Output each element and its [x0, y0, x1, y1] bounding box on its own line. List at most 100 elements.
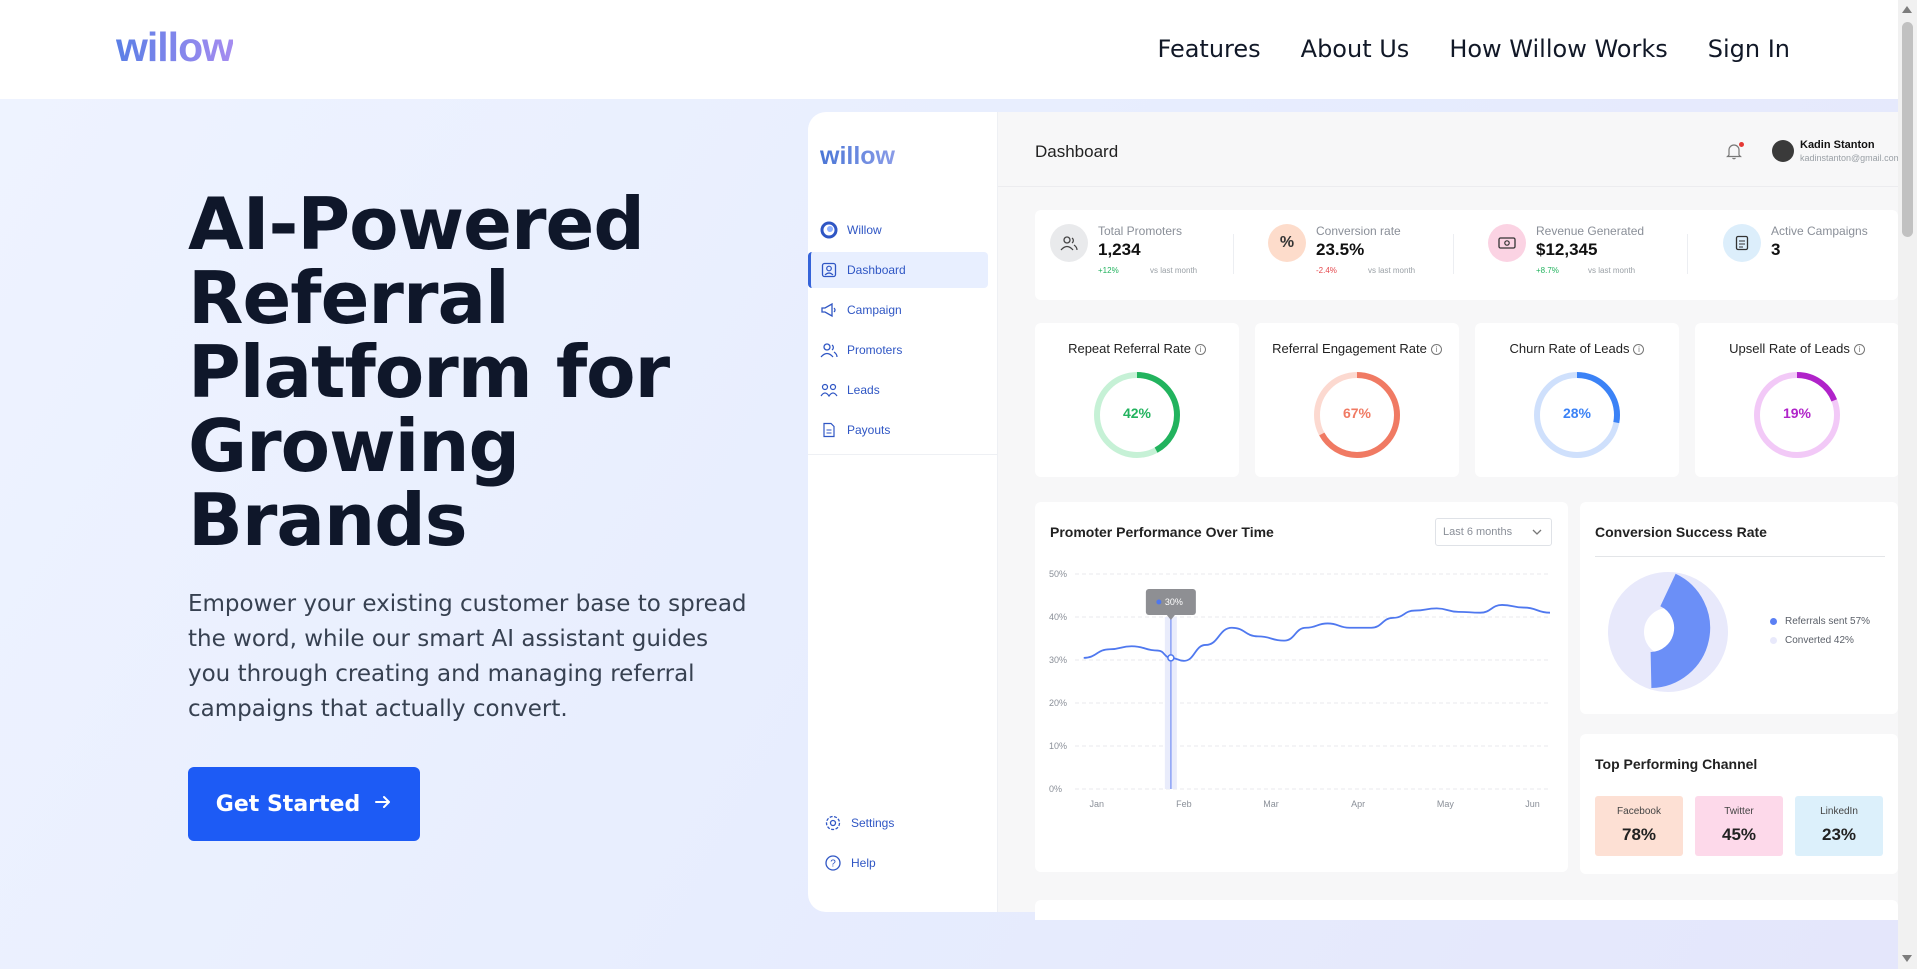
- stat-label: Active Campaigns: [1771, 224, 1868, 238]
- nav-link-about-us[interactable]: About Us: [1300, 35, 1410, 63]
- get-started-label: Get Started: [215, 791, 361, 817]
- ring-progress: [1094, 372, 1180, 458]
- sidebar-item-label: Help: [851, 856, 876, 870]
- stat-label: Total Promoters: [1098, 224, 1183, 238]
- legend-item: Referrals sent 57%: [1770, 616, 1870, 627]
- dashboard-logo: willow: [820, 142, 895, 170]
- next-card-edge: [1035, 900, 1898, 920]
- hero-subtext: Empower your existing customer base to s…: [188, 591, 747, 722]
- user-name: Kadin Stanton: [1800, 139, 1875, 151]
- nav-link-how-willow-works[interactable]: How Willow Works: [1449, 35, 1668, 63]
- sidebar-item-leads[interactable]: Leads: [808, 372, 988, 408]
- legend-swatch: [1770, 618, 1777, 625]
- range-select[interactable]: Last 6 months: [1435, 518, 1552, 546]
- sidebar-item-label: Dashboard: [847, 263, 906, 277]
- sidebar-item-willow[interactable]: Willow: [808, 212, 988, 248]
- ring-card-repeat-referral: Repeat Referral Rate i 42%: [1035, 323, 1239, 477]
- stat-active-campaigns: Active Campaigns 3: [1723, 224, 1898, 286]
- ring-value: 28%: [1562, 405, 1592, 421]
- ring-label: Repeat Referral Rate i: [1035, 341, 1239, 356]
- stat-value: 3: [1771, 240, 1781, 259]
- ring-value: 42%: [1122, 405, 1152, 421]
- dashboard-nav: Willow Dashboard Campaign Promoters Lead…: [808, 212, 998, 452]
- stat-value: $12,345: [1536, 240, 1598, 259]
- sidebar-item-campaign[interactable]: Campaign: [808, 292, 988, 328]
- conversion-donut: [1608, 572, 1728, 692]
- help-icon: ?: [824, 854, 842, 872]
- users-icon: [1050, 224, 1088, 262]
- sidebar-item-label: Leads: [847, 383, 880, 397]
- conversion-title: Conversion Success Rate: [1595, 524, 1767, 540]
- nav-link-sign-in[interactable]: Sign In: [1707, 35, 1790, 63]
- sidebar-item-label: Payouts: [847, 423, 891, 437]
- ring-card-referral-engagement: Referral Engagement Rate i 67%: [1255, 323, 1459, 477]
- tooltip-pointer: [1166, 615, 1175, 620]
- stat-delta: +8.7%: [1536, 266, 1559, 275]
- megaphone-icon: [820, 301, 838, 319]
- x-tick-label: Feb: [1176, 799, 1192, 809]
- willow-logo-icon: [820, 221, 838, 239]
- range-select-value: Last 6 months: [1443, 526, 1513, 538]
- svg-text:?: ?: [830, 859, 836, 870]
- page-scrollbar[interactable]: [1898, 0, 1917, 969]
- nav-link-features[interactable]: Features: [1157, 35, 1261, 63]
- y-tick-label: 50%: [1049, 569, 1067, 579]
- rate-rings: Repeat Referral Rate i 42% Referral Engag…: [1035, 323, 1899, 477]
- sidebar-item-label: Promoters: [847, 343, 903, 357]
- users-icon: [820, 341, 838, 359]
- scroll-up-icon[interactable]: [1902, 6, 1912, 13]
- tooltip-box: [1145, 589, 1196, 615]
- legend-swatch: [1770, 637, 1777, 644]
- notification-dot: [1739, 142, 1744, 147]
- info-icon: i: [1633, 344, 1645, 355]
- brand-logo[interactable]: willow: [116, 24, 234, 70]
- x-tick-label: Jun: [1525, 799, 1540, 809]
- sidebar-item-promoters[interactable]: Promoters: [808, 332, 988, 368]
- dashboard-title: Dashboard: [1035, 142, 1119, 161]
- info-icon: i: [1194, 344, 1206, 355]
- performance-title: Promoter Performance Over Time: [1050, 524, 1274, 540]
- sidebar-item-help[interactable]: ? Help: [808, 845, 988, 881]
- chevron-down-icon: [1531, 519, 1543, 555]
- sidebar-item-dashboard[interactable]: Dashboard: [808, 252, 988, 288]
- nav-links: Features About Us How Willow Works Sign …: [1157, 35, 1790, 63]
- conversion-divider: [1595, 556, 1885, 557]
- y-tick-label: 20%: [1049, 698, 1067, 708]
- stat-value: 23.5%: [1316, 240, 1365, 259]
- percent-icon: %: [1268, 224, 1306, 262]
- channel-value: 23%: [1821, 825, 1857, 844]
- scroll-down-icon[interactable]: [1902, 955, 1912, 962]
- stat-delta: -2.4%: [1316, 266, 1337, 275]
- sidebar-item-payouts[interactable]: Payouts: [808, 412, 988, 448]
- scroll-thumb[interactable]: [1902, 22, 1913, 237]
- sidebar-item-settings[interactable]: Settings: [808, 805, 988, 841]
- ring-progress: [1534, 372, 1620, 458]
- tooltip-dot: [1156, 599, 1162, 605]
- ring-card-churn-rate: Churn Rate of Leads i 28%: [1475, 323, 1679, 477]
- user-email: kadinstanton@gmail.com: [1800, 153, 1902, 163]
- y-tick-label: 0%: [1049, 784, 1062, 794]
- channel-name: Twitter: [1724, 806, 1754, 817]
- ring-chart: [1094, 372, 1180, 458]
- stat-vs: vs last month: [1368, 266, 1416, 275]
- stats-row: Total Promoters 1,234 +12% vs last month…: [1035, 210, 1898, 300]
- y-tick-label: 40%: [1049, 612, 1067, 622]
- ring-chart: [1314, 372, 1400, 458]
- get-started-button[interactable]: Get Started: [188, 767, 420, 841]
- bell-icon[interactable]: [1726, 142, 1744, 160]
- stat-value: 1,234: [1098, 240, 1141, 259]
- performance-card: Promoter Performance Over Time Last 6 mo…: [1035, 502, 1568, 872]
- channel-name: LinkedIn: [1820, 806, 1858, 817]
- money-icon: [1488, 224, 1526, 262]
- ring-value: 67%: [1342, 405, 1372, 421]
- dashboard-sidebar: willow Willow Dashboard Campaign Promote…: [808, 112, 998, 912]
- leads-icon: [820, 381, 838, 399]
- channel-facebook: Facebook 78%: [1595, 796, 1683, 856]
- avatar[interactable]: [1772, 140, 1794, 162]
- ring-progress: [1314, 372, 1400, 458]
- dashboard-icon: [820, 261, 838, 279]
- channel-title: Top Performing Channel: [1595, 756, 1758, 772]
- conversion-card: Conversion Success Rate Referrals sent 5…: [1580, 502, 1898, 714]
- stat-revenue-generated: Revenue Generated $12,345 +8.7% vs last …: [1488, 224, 1688, 286]
- stat-total-promoters: Total Promoters 1,234 +12% vs last month: [1050, 224, 1230, 286]
